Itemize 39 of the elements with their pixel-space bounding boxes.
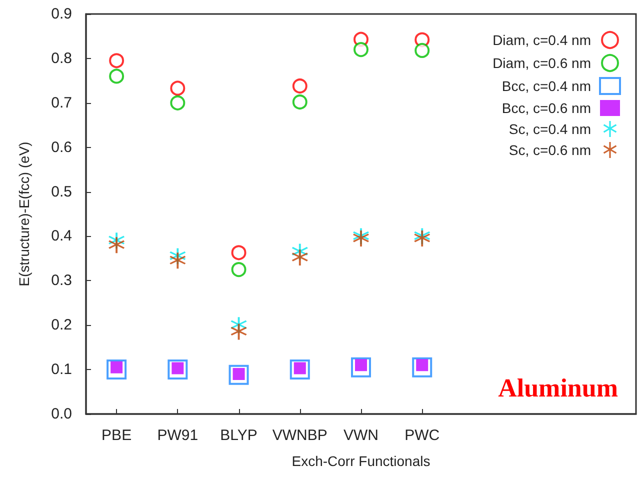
point [170,252,186,269]
y-tick-label: 0.5 [51,183,72,200]
x-tick-label: PBE [102,427,132,444]
x-tick-label: VWN [344,427,378,444]
point [109,53,124,68]
y-tick-label: 0.6 [51,138,72,156]
point [231,245,246,260]
x-tick-label: VWNBP [272,427,328,444]
point [292,250,308,266]
y-tick-label: 0.2 [51,316,72,334]
y-tick-label: 0.0 [51,406,72,422]
y-tick-label: 0.7 [51,94,72,112]
point [292,94,308,110]
x-tick-label: PWC [404,427,440,444]
y-tick-label: 0.1 [51,361,72,378]
legend-label: Sc, c=0.6 nm [508,142,591,158]
legend-label: Diam, c=0.4 nm [492,32,591,48]
point [108,237,125,254]
y-tick-label: 0.4 [51,228,72,245]
x-tick-label: PW91 [157,427,198,444]
legend-label: Diam, c=0.6 nm [492,55,591,71]
point [170,95,186,110]
legend-label: Bcc, c=0.6 nm [502,100,591,116]
y-tick-label: 0.8 [51,50,72,67]
x-axis-title: Exch-Corr Functionals [292,453,430,469]
y-tick-label: 0.9 [51,6,72,22]
legend-label: Bcc, c=0.4 nm [502,78,591,94]
x-tick-label: BLYP [220,427,258,444]
point [230,324,247,340]
annotation: Aluminum [498,374,618,402]
y-tick-label: 0.3 [51,272,72,290]
legend-label: Sc, c=0.4 nm [508,121,591,137]
point [109,68,124,84]
point [414,42,430,58]
point [231,262,246,278]
point [292,78,308,94]
point [354,42,368,58]
y-axis-title: E(structure)-E(fcc) (eV) [16,142,32,286]
point [170,80,186,96]
